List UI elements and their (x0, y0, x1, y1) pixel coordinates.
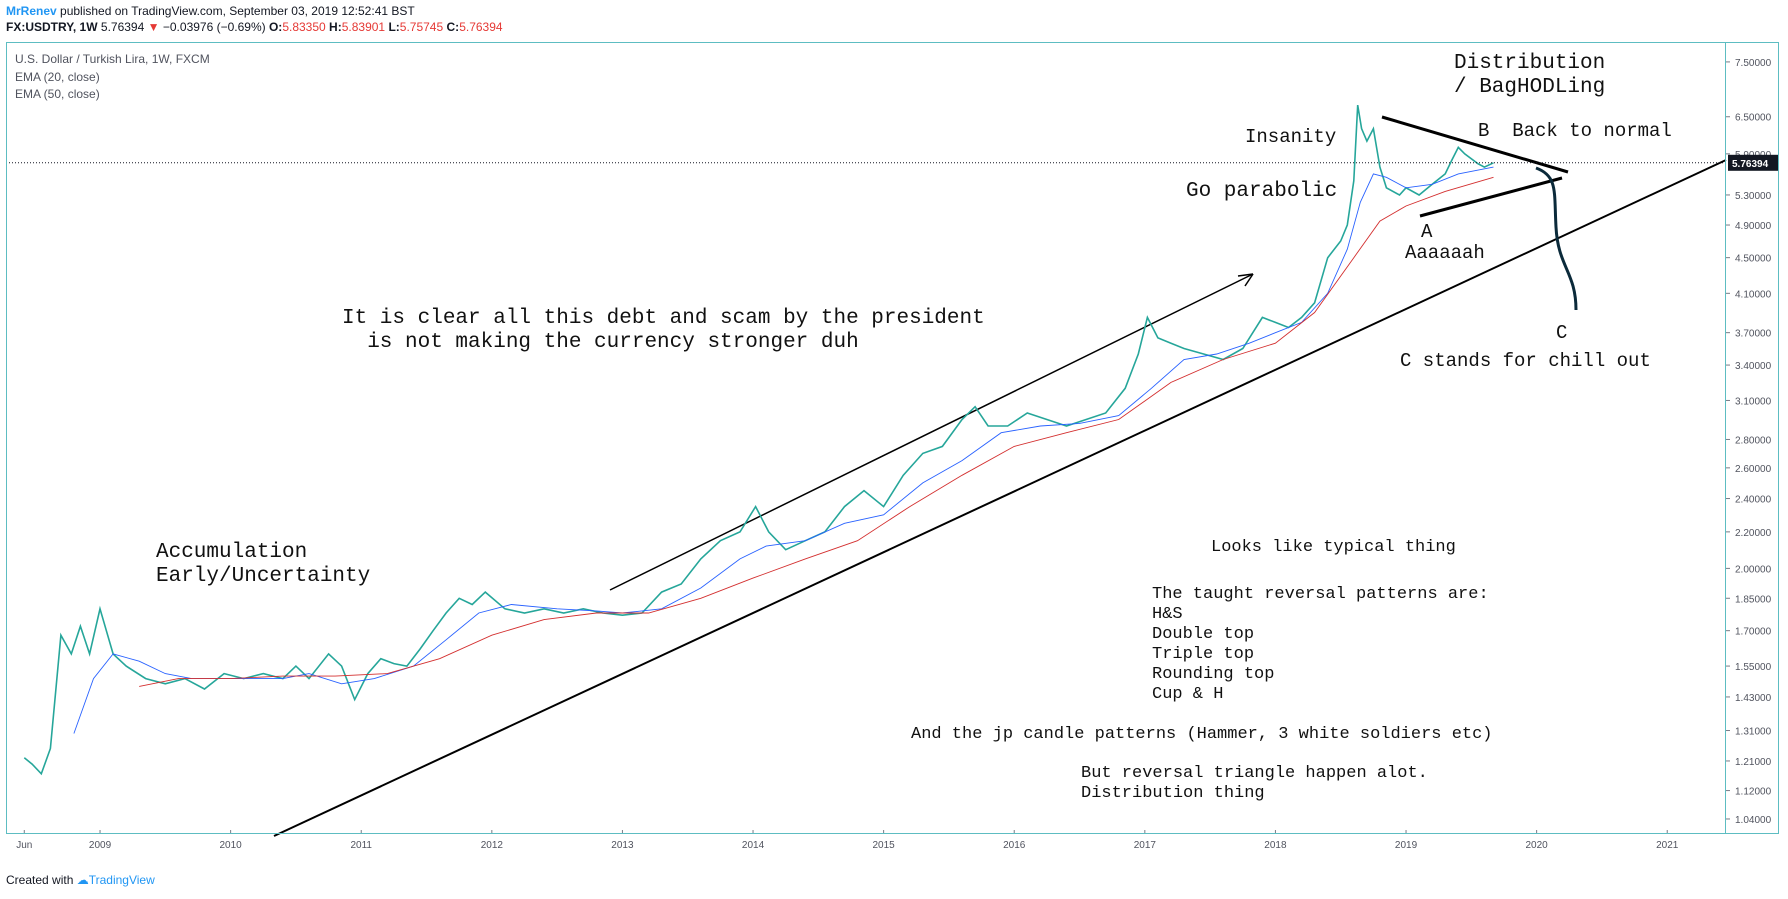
annotation-aaaaaah: Aaaaaah (1405, 242, 1485, 264)
last-price: 5.76394 (100, 20, 145, 34)
last-price-badge-label: 5.76394 (1732, 159, 1769, 170)
ohlc-header: FX:USDTRY, 1W 5.76394 ▼ −0.03976 (−0.69%… (6, 20, 503, 34)
x-tick-label: 2009 (89, 840, 112, 851)
x-tick-label: 2013 (611, 840, 634, 851)
price-chart[interactable]: 7.500006.500005.900005.300004.900004.500… (6, 42, 1779, 861)
open-label: O: (268, 20, 283, 34)
close-label: C: (446, 20, 460, 34)
down-arrow-icon: ▼ (147, 20, 160, 34)
y-tick-label: 1.04000 (1735, 815, 1772, 826)
price-change: −0.03976 (−0.69%) (162, 20, 266, 34)
x-tick-label: 2019 (1395, 840, 1418, 851)
annotation-go-parabolic: Go parabolic (1186, 180, 1338, 203)
y-tick-label: 3.10000 (1735, 396, 1772, 407)
x-tick-label: 2010 (220, 840, 243, 851)
low-label: L: (388, 20, 400, 34)
annotation-patterns: The taught reversal patterns are: H&S Do… (1152, 585, 1489, 704)
y-tick-label: 7.50000 (1735, 58, 1772, 69)
author-link[interactable]: MrRenev (6, 4, 57, 18)
symbol: FX:USDTRY, 1W (6, 20, 98, 34)
debt-arrow-head-b[interactable] (1244, 273, 1254, 287)
time-axis[interactable]: Jun 2009 2010 2011 2012 2013 2014 2015 2016 2017 2… (16, 830, 1679, 851)
annotation-typical: Looks like typical thing (1211, 538, 1456, 557)
annotation-debt: It is clear all this debt and scam by th… (342, 307, 985, 354)
annotation-triangle: But reversal triangle happen alot. Distr… (1081, 764, 1428, 803)
y-tick-label: 1.55000 (1735, 662, 1772, 673)
y-tick-label: 2.00000 (1735, 564, 1772, 575)
series-layer (23, 104, 1494, 776)
x-tick-label: 2021 (1656, 840, 1679, 851)
footer-created: Created with (6, 873, 74, 887)
close-value: 5.76394 (459, 20, 503, 34)
annotation-distribution: Distribution / BagHODLing (1454, 52, 1606, 99)
annotation-c: C (1556, 322, 1568, 344)
publish-text: published on TradingView.com, September … (60, 4, 415, 18)
debt-arrow-head-a[interactable] (1237, 273, 1254, 277)
legend-ema50[interactable]: EMA (50, close) (15, 87, 100, 101)
y-tick-label: 6.50000 (1735, 113, 1772, 124)
long-support-trendline[interactable] (273, 159, 1727, 837)
y-tick-label: 1.21000 (1735, 757, 1772, 768)
footer: Created with ☁TradingView (6, 873, 155, 887)
legend-title[interactable]: U.S. Dollar / Turkish Lira, 1W, FXCM (15, 52, 210, 66)
last-price-badge (1728, 154, 1778, 171)
price-axis[interactable]: 7.500006.500005.900005.300004.900004.500… (6, 58, 1778, 826)
x-tick-label: 2017 (1134, 840, 1157, 851)
high-label: H: (329, 20, 342, 34)
y-tick-label: 2.80000 (1735, 435, 1772, 446)
annotation-insanity: Insanity (1245, 126, 1337, 148)
legend-ema20[interactable]: EMA (20, close) (15, 70, 100, 84)
x-tick-label: Jun (16, 840, 32, 851)
y-tick-label: 2.60000 (1735, 464, 1772, 475)
y-tick-label: 1.12000 (1735, 787, 1772, 798)
tradingview-logo-icon[interactable]: ☁ (76, 873, 89, 887)
y-tick-label: 4.50000 (1735, 254, 1772, 265)
y-tick-label: 1.85000 (1735, 594, 1772, 605)
x-tick-label: 2014 (742, 840, 765, 851)
x-tick-label: 2020 (1526, 840, 1549, 851)
annotation-c-chill: C stands for chill out (1400, 350, 1651, 372)
ema50-line[interactable] (139, 176, 1494, 687)
x-tick-label: 2015 (873, 840, 896, 851)
annotation-accumulation: Accumulation Early/Uncertainty (156, 541, 371, 588)
y-tick-label: 2.40000 (1735, 495, 1772, 506)
y-tick-label: 1.70000 (1735, 627, 1772, 638)
x-tick-label: 2011 (350, 840, 372, 851)
y-tick-label: 5.30000 (1735, 191, 1772, 202)
y-tick-label: 1.31000 (1735, 727, 1772, 738)
y-tick-label: 3.70000 (1735, 329, 1772, 340)
publish-info: MrRenev published on TradingView.com, Se… (6, 4, 415, 18)
open-value: 5.83350 (282, 20, 326, 34)
x-tick-label: 2018 (1264, 840, 1287, 851)
annotation-b: B Back to normal (1478, 120, 1672, 142)
y-tick-label: 4.10000 (1735, 289, 1772, 300)
y-tick-label: 4.90000 (1735, 221, 1772, 232)
projection-curve[interactable] (1535, 166, 1578, 311)
high-value: 5.83901 (341, 20, 386, 34)
y-tick-label: 3.40000 (1735, 361, 1772, 372)
x-tick-label: 2012 (481, 840, 504, 851)
tradingview-brand[interactable]: TradingView (88, 873, 155, 887)
y-tick-label: 2.20000 (1735, 528, 1772, 539)
annotation-a: A (1421, 221, 1433, 243)
y-tick-label: 1.43000 (1735, 693, 1772, 704)
triangle-lower-line[interactable] (1419, 176, 1563, 218)
x-tick-label: 2016 (1003, 840, 1026, 851)
annotation-jp-candles: And the jp candle patterns (Hammer, 3 wh… (911, 725, 1493, 744)
low-value: 5.75745 (399, 20, 444, 34)
